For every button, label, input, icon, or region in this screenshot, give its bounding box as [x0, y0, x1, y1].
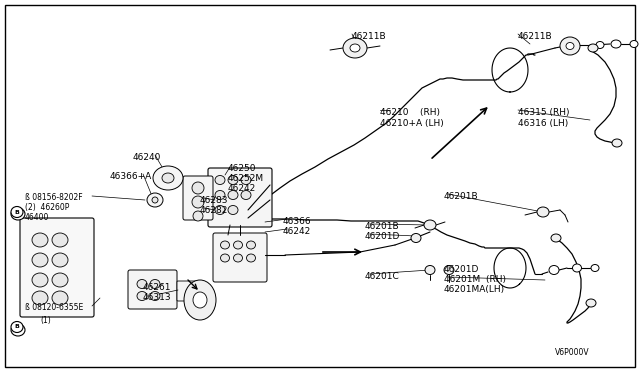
Text: 46400: 46400 — [25, 213, 49, 222]
Text: 46315 (RH): 46315 (RH) — [518, 108, 570, 117]
Text: B: B — [15, 324, 19, 330]
Ellipse shape — [591, 264, 599, 272]
Ellipse shape — [611, 40, 621, 48]
Text: 46210+A (LH): 46210+A (LH) — [380, 119, 444, 128]
Ellipse shape — [241, 190, 251, 199]
Ellipse shape — [560, 37, 580, 55]
Ellipse shape — [444, 266, 454, 275]
Ellipse shape — [234, 241, 243, 249]
Text: 46250: 46250 — [228, 164, 257, 173]
Text: 46201B: 46201B — [444, 192, 479, 201]
Text: B: B — [15, 327, 20, 333]
Ellipse shape — [221, 254, 230, 262]
Ellipse shape — [343, 38, 367, 58]
Ellipse shape — [228, 176, 238, 185]
Text: 46201D: 46201D — [444, 265, 479, 274]
FancyBboxPatch shape — [177, 281, 201, 301]
Ellipse shape — [11, 324, 25, 336]
Ellipse shape — [565, 41, 575, 49]
Text: 46242: 46242 — [228, 184, 256, 193]
Ellipse shape — [234, 254, 243, 262]
Text: 46316 (LH): 46316 (LH) — [518, 119, 568, 128]
Ellipse shape — [152, 197, 158, 203]
Ellipse shape — [153, 166, 183, 190]
Text: ß 08120-6355E: ß 08120-6355E — [25, 303, 83, 312]
Text: 46366: 46366 — [283, 217, 312, 226]
FancyBboxPatch shape — [208, 168, 272, 227]
Ellipse shape — [137, 292, 147, 301]
Text: 46201M  (RH): 46201M (RH) — [444, 275, 506, 284]
Ellipse shape — [192, 196, 204, 208]
Text: B: B — [15, 211, 20, 217]
Ellipse shape — [228, 205, 238, 215]
Ellipse shape — [137, 279, 147, 289]
Ellipse shape — [11, 206, 23, 218]
Text: 46261: 46261 — [143, 283, 172, 292]
Ellipse shape — [566, 42, 574, 49]
Ellipse shape — [32, 233, 48, 247]
FancyBboxPatch shape — [128, 270, 177, 309]
Ellipse shape — [215, 190, 225, 199]
Ellipse shape — [184, 280, 216, 320]
Text: 46211B: 46211B — [352, 32, 387, 41]
Text: 46252M: 46252M — [228, 174, 264, 183]
Ellipse shape — [424, 220, 436, 230]
Ellipse shape — [630, 41, 638, 48]
Ellipse shape — [193, 211, 203, 221]
Ellipse shape — [52, 233, 68, 247]
Text: (1): (1) — [40, 316, 51, 325]
Ellipse shape — [246, 254, 255, 262]
Text: 46201D: 46201D — [365, 232, 401, 241]
Text: ß 08156-8202F: ß 08156-8202F — [25, 193, 83, 202]
Ellipse shape — [52, 273, 68, 287]
FancyBboxPatch shape — [213, 233, 267, 282]
FancyBboxPatch shape — [20, 218, 94, 317]
Ellipse shape — [32, 291, 48, 305]
Text: 46201MA(LH): 46201MA(LH) — [444, 285, 505, 294]
Text: (2)  46260P: (2) 46260P — [25, 203, 69, 212]
Ellipse shape — [32, 273, 48, 287]
Ellipse shape — [241, 176, 251, 185]
FancyBboxPatch shape — [183, 176, 213, 220]
Text: 46242: 46242 — [283, 227, 311, 236]
Ellipse shape — [32, 253, 48, 267]
Ellipse shape — [596, 42, 604, 48]
Ellipse shape — [192, 182, 204, 194]
Text: 46201C: 46201C — [365, 272, 400, 281]
Text: 46313: 46313 — [143, 293, 172, 302]
Ellipse shape — [193, 292, 207, 308]
Ellipse shape — [215, 205, 225, 215]
Ellipse shape — [588, 44, 598, 52]
Text: 46366+A: 46366+A — [110, 172, 152, 181]
Text: B: B — [15, 209, 19, 215]
Ellipse shape — [586, 299, 596, 307]
Ellipse shape — [215, 176, 225, 185]
Ellipse shape — [228, 190, 238, 199]
Ellipse shape — [350, 44, 360, 52]
Text: 46210    (RH): 46210 (RH) — [380, 108, 440, 117]
Ellipse shape — [425, 266, 435, 275]
Ellipse shape — [612, 139, 622, 147]
Text: V6P000V: V6P000V — [556, 348, 590, 357]
Ellipse shape — [246, 241, 255, 249]
Ellipse shape — [221, 241, 230, 249]
Text: 46201B: 46201B — [365, 222, 399, 231]
Ellipse shape — [11, 208, 25, 220]
Ellipse shape — [52, 253, 68, 267]
Ellipse shape — [11, 321, 23, 333]
Text: 46283: 46283 — [200, 196, 228, 205]
Ellipse shape — [411, 234, 421, 243]
Ellipse shape — [549, 266, 559, 275]
Ellipse shape — [573, 264, 582, 272]
Ellipse shape — [551, 234, 561, 242]
Ellipse shape — [537, 207, 549, 217]
Ellipse shape — [147, 193, 163, 207]
Text: 46282: 46282 — [200, 206, 228, 215]
Ellipse shape — [150, 292, 160, 301]
Text: 46240: 46240 — [133, 153, 161, 162]
Ellipse shape — [162, 173, 174, 183]
Ellipse shape — [150, 279, 160, 289]
Text: 46211B: 46211B — [518, 32, 552, 41]
Ellipse shape — [52, 291, 68, 305]
